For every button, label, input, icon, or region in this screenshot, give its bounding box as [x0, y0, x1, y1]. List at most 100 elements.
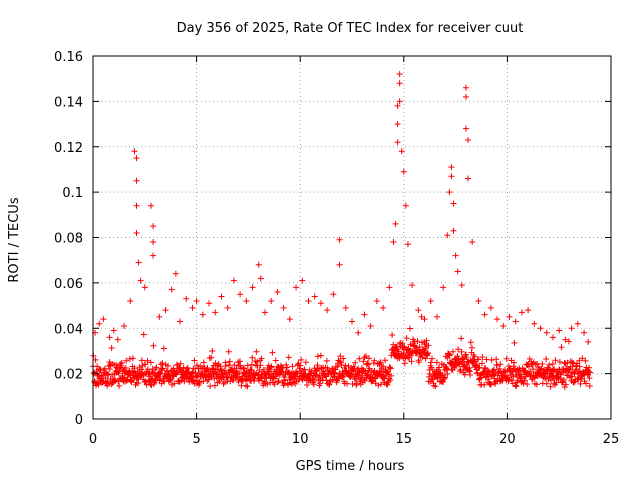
data-point — [371, 357, 378, 364]
data-point — [415, 359, 422, 366]
data-point — [481, 381, 488, 388]
data-point — [193, 298, 200, 305]
data-point — [394, 102, 401, 109]
data-point — [310, 381, 317, 388]
data-point — [488, 356, 495, 363]
data-point — [191, 380, 198, 387]
data-point — [311, 293, 318, 300]
data-point — [159, 365, 166, 372]
y-tick-label: 0.16 — [54, 50, 83, 65]
grid-lines — [93, 56, 611, 419]
data-point — [334, 363, 341, 370]
data-point — [476, 364, 483, 371]
data-point — [473, 361, 480, 368]
data-point — [506, 313, 513, 320]
data-point — [96, 320, 103, 327]
data-point — [172, 270, 179, 277]
data-point — [389, 331, 396, 338]
y-tick-label: 0.06 — [54, 277, 83, 292]
data-point — [129, 355, 136, 362]
data-point — [377, 381, 384, 388]
data-point — [124, 376, 131, 383]
data-point — [118, 359, 125, 366]
data-point — [467, 339, 474, 346]
data-point — [419, 354, 426, 361]
data-point — [242, 382, 249, 389]
data-point — [305, 298, 312, 305]
data-point — [323, 357, 330, 364]
data-point — [444, 370, 451, 377]
data-point — [561, 384, 568, 391]
data-point — [131, 148, 138, 155]
data-point — [170, 365, 177, 372]
data-point — [109, 361, 116, 368]
data-point — [543, 355, 550, 362]
data-point — [361, 354, 368, 361]
data-point — [450, 227, 457, 234]
data-point — [570, 379, 577, 386]
data-point — [493, 356, 500, 363]
data-point — [336, 261, 343, 268]
data-point — [293, 284, 300, 291]
data-point — [530, 366, 537, 373]
data-point — [191, 357, 198, 364]
data-point — [249, 284, 256, 291]
data-point — [387, 365, 394, 372]
data-point — [409, 348, 416, 355]
data-point — [508, 376, 515, 383]
data-point — [525, 363, 532, 370]
data-point — [115, 370, 122, 377]
data-point — [448, 173, 455, 180]
x-tick-label: 15 — [396, 432, 413, 447]
chart-title: Day 356 of 2025, Rate Of TEC Index for r… — [177, 21, 524, 36]
data-point — [518, 309, 525, 316]
data-point — [162, 307, 169, 314]
data-point — [269, 349, 276, 356]
data-point — [353, 380, 360, 387]
data-point — [271, 381, 278, 388]
data-point — [199, 311, 206, 318]
data-point — [343, 380, 350, 387]
data-point — [492, 380, 499, 387]
data-point — [330, 291, 337, 298]
data-point — [160, 345, 167, 352]
data-point — [253, 348, 260, 355]
data-point — [137, 277, 144, 284]
data-point — [436, 364, 443, 371]
data-point — [110, 327, 117, 334]
data-point — [226, 362, 233, 369]
data-point — [407, 325, 414, 332]
data-point — [574, 320, 581, 327]
data-point — [481, 311, 488, 318]
data-point — [467, 371, 474, 378]
data-point — [227, 378, 234, 385]
data-point — [364, 372, 371, 379]
data-point — [133, 229, 140, 236]
data-point — [171, 380, 178, 387]
data-point — [375, 382, 382, 389]
data-point — [380, 363, 387, 370]
data-point — [361, 311, 368, 318]
data-point — [364, 360, 371, 367]
data-point — [450, 200, 457, 207]
data-point — [586, 364, 593, 371]
data-point — [249, 354, 256, 361]
data-point — [461, 371, 468, 378]
data-point — [286, 316, 293, 323]
data-point — [449, 348, 456, 355]
data-point — [115, 378, 122, 385]
data-point — [421, 316, 428, 323]
data-point — [244, 362, 251, 369]
data-point — [454, 353, 461, 360]
data-point — [293, 369, 300, 376]
data-point — [400, 168, 407, 175]
data-point — [512, 318, 519, 325]
data-point — [486, 380, 493, 387]
data-point — [356, 355, 363, 362]
data-point — [234, 371, 241, 378]
data-point — [577, 380, 584, 387]
data-point — [521, 377, 528, 384]
y-tick-label: 0.04 — [54, 322, 83, 337]
data-point — [342, 304, 349, 311]
data-point — [511, 359, 518, 366]
